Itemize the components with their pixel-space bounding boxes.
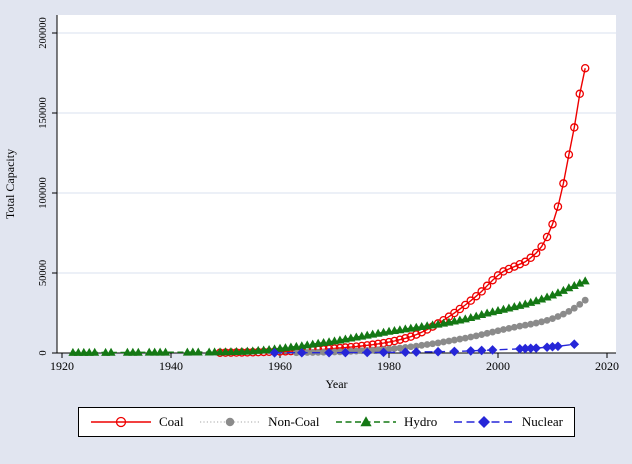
plot-area	[57, 15, 616, 353]
tick-labels: 0 50000 100000 150000 200000 1920 1940 1960 1980…	[38, 17, 619, 373]
y-axis-title: Total Capacity	[3, 149, 17, 219]
nuclear-legend-marker-icon	[453, 414, 515, 430]
svg-text:150000: 150000	[38, 97, 49, 129]
series-hydro	[68, 276, 590, 356]
svg-text:1960: 1960	[268, 359, 292, 373]
svg-text:1940: 1940	[159, 359, 183, 373]
hydro-legend-marker-icon	[335, 414, 397, 430]
svg-text:100000: 100000	[38, 177, 49, 209]
legend-item-hydro: Hydro	[335, 414, 437, 430]
svg-text:0: 0	[38, 350, 49, 355]
svg-text:200000: 200000	[38, 17, 49, 49]
svg-text:50000: 50000	[38, 260, 49, 286]
svg-text:1980: 1980	[377, 359, 401, 373]
coal-legend-marker-icon	[90, 414, 152, 430]
series-nuclear	[269, 339, 580, 358]
legend-label-non-coal: Non-Coal	[268, 414, 320, 429]
y-gridlines	[57, 32, 616, 274]
legend-label-hydro: Hydro	[404, 414, 438, 429]
chart-legend: Coal Non-Coal Hydro Nuclear	[78, 407, 575, 437]
svg-text:2020: 2020	[595, 359, 619, 373]
non-coal-legend-marker-icon	[199, 414, 261, 430]
svg-text:2000: 2000	[486, 359, 510, 373]
svg-text:1920: 1920	[50, 359, 74, 373]
legend-label-nuclear: Nuclear	[521, 414, 563, 429]
legend-label-coal: Coal	[159, 414, 184, 429]
legend-item-nuclear: Nuclear	[453, 414, 563, 430]
legend-item-non-coal: Non-Coal	[199, 414, 319, 430]
x-axis-title: Year	[325, 377, 347, 391]
legend-item-coal: Coal	[90, 414, 184, 430]
